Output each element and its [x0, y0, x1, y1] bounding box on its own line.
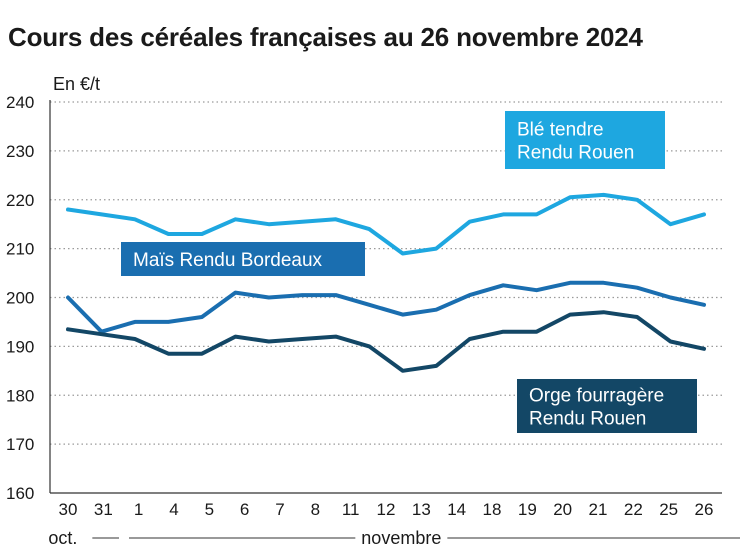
month-label: oct.: [48, 528, 77, 548]
y-tick-label: 210: [6, 240, 34, 259]
y-tick-label: 180: [6, 386, 34, 405]
x-tick-label: 7: [275, 500, 284, 519]
x-tick-label: 19: [518, 500, 537, 519]
y-tick-label: 190: [6, 337, 34, 356]
x-tick-label: 25: [659, 500, 678, 519]
x-axis-ticks: 30 31 1 4 5 6 7 8 11 12 13 14 18 19 20 21 22 25 26: [59, 500, 714, 519]
x-tick-label: 26: [695, 500, 714, 519]
x-tick-label: 13: [412, 500, 431, 519]
x-tick-label: 4: [169, 500, 178, 519]
x-tick-label: 18: [483, 500, 502, 519]
series-label-text: Orge fourragère: [529, 386, 664, 407]
series-label-text: Rendu Rouen: [517, 143, 634, 164]
y-tick-label: 200: [6, 289, 34, 308]
y-tick-label: 170: [6, 435, 34, 454]
x-tick-label: 6: [240, 500, 249, 519]
x-tick-label: 8: [311, 500, 320, 519]
month-group-1: novembre: [129, 528, 740, 548]
series-label-text: Rendu Rouen: [529, 409, 646, 430]
series-label-text: Blé tendre: [517, 120, 604, 141]
y-tick-label: 240: [6, 93, 34, 112]
series-line-1: [66, 280, 706, 334]
y-tick-label: 160: [6, 484, 34, 503]
month-label: novembre: [361, 528, 441, 548]
y-axis-unit-label: En €/t: [53, 74, 100, 94]
x-tick-label: 14: [447, 500, 466, 519]
series-label-text: Maïs Rendu Bordeaux: [133, 250, 323, 271]
x-tick-label: 30: [59, 500, 78, 519]
x-tick-label: 11: [342, 500, 360, 519]
grid-lines: 160 170 180 190 200 210 220 230 240: [6, 93, 722, 503]
x-tick-label: 22: [624, 500, 643, 519]
series-lines: [66, 192, 706, 373]
series-line-2: [66, 310, 706, 373]
series-label-box: [505, 111, 665, 169]
y-tick-label: 220: [6, 191, 34, 210]
x-tick-label: 5: [205, 500, 214, 519]
chart-title: Cours des céréales françaises au 26 nove…: [8, 22, 643, 52]
y-tick-label: 230: [6, 142, 34, 161]
x-tick-label: 1: [134, 500, 143, 519]
axes: [49, 100, 722, 494]
month-group-0: oct.: [48, 528, 119, 548]
x-tick-label: 31: [94, 500, 113, 519]
series-label-1: Maïs Rendu Bordeaux: [121, 242, 365, 276]
x-tick-label: 20: [553, 500, 572, 519]
x-tick-label: 12: [377, 500, 396, 519]
series-label-box: [517, 379, 697, 433]
x-tick-label: 21: [589, 500, 608, 519]
series-label-box: [121, 242, 365, 276]
month-labels: oct. novembre: [48, 528, 740, 548]
series-line-0: [66, 192, 706, 256]
